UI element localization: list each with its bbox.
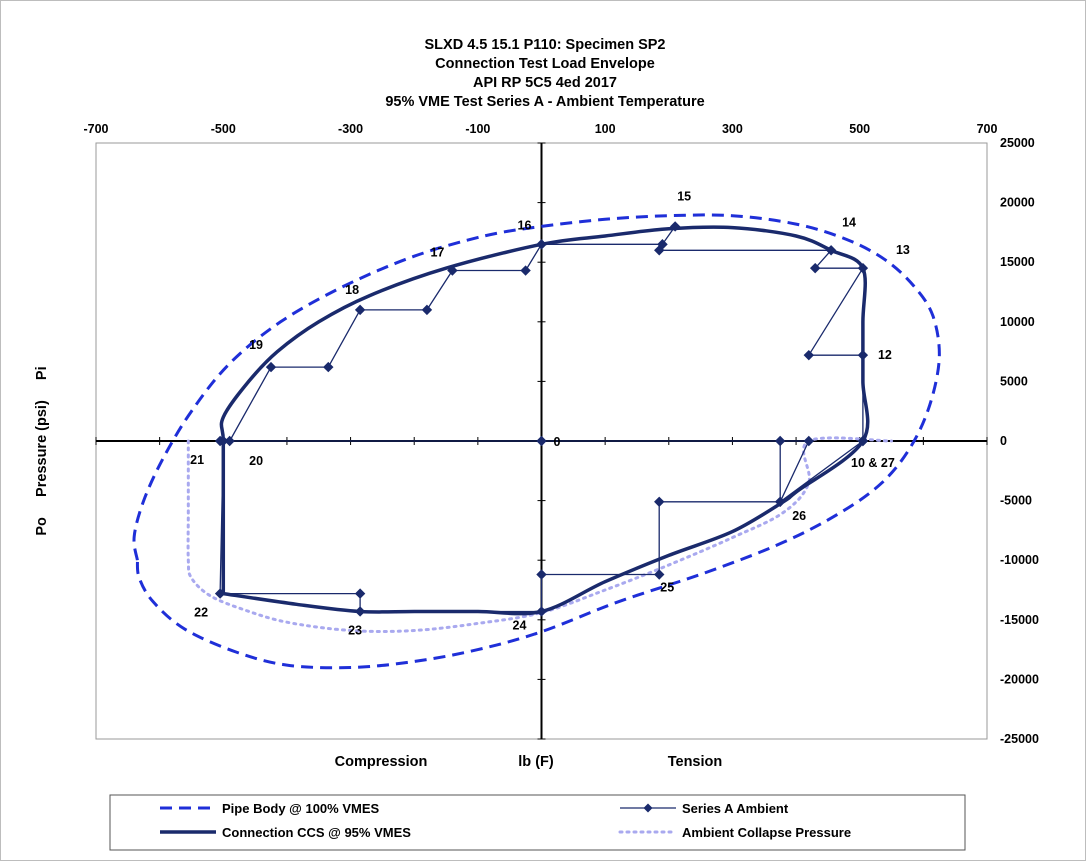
series-connection-ccs-95-vmes <box>219 225 870 616</box>
series-a-marker <box>803 435 815 447</box>
point-label-20: 20 <box>249 454 263 468</box>
y-tick-label: -5000 <box>1000 494 1032 508</box>
series-a-marker <box>809 262 821 274</box>
legend-label: Ambient Collapse Pressure <box>682 825 851 840</box>
series-a-marker <box>536 435 547 447</box>
y-tick-label: 20000 <box>1000 196 1035 210</box>
title-line-1: SLXD 4.5 15.1 P110: Specimen SP2 <box>425 37 666 53</box>
legend-box <box>109 794 966 851</box>
point-label-25: 25 <box>660 581 674 595</box>
legend-item: Series A Ambient <box>620 801 789 816</box>
series-a-marker <box>354 304 366 316</box>
y-tick-label: 25000 <box>1000 136 1035 150</box>
point-label-22: 22 <box>194 606 208 620</box>
x-tick-label: 100 <box>595 122 616 136</box>
series-layer <box>132 213 941 670</box>
title-line-2: Connection Test Load Envelope <box>435 56 655 72</box>
series-pipe-body-100-vmes <box>132 213 941 670</box>
legend-item: Pipe Body @ 100% VMES <box>160 801 379 816</box>
point-label-17: 17 <box>430 246 444 260</box>
series-a-marker <box>354 588 366 599</box>
y-axis-label: Po Pressure (psi) Pi <box>34 366 50 535</box>
x-tick-label: 700 <box>977 122 998 136</box>
legend: Pipe Body @ 100% VMES Series A Ambient Con… <box>109 794 966 851</box>
legend-marker <box>643 803 653 813</box>
y-tick-label: 5000 <box>1000 374 1028 388</box>
point-label-14: 14 <box>842 215 856 229</box>
title-line-4: 95% VME Test Series A - Ambient Temperat… <box>385 94 704 110</box>
legend-label: Series A Ambient <box>682 801 789 816</box>
y-tick-label: -20000 <box>1000 672 1039 686</box>
point-label-16: 16 <box>518 218 532 232</box>
x-tick-label: -700 <box>83 122 108 136</box>
point-label-24: 24 <box>513 618 527 632</box>
y-tick-label: 10000 <box>1000 315 1035 329</box>
series-a-marker <box>774 435 786 447</box>
point-label-10-27: 10 & 27 <box>851 456 895 470</box>
series-a-marker <box>265 361 277 373</box>
point-label-0: 0 <box>554 435 561 449</box>
x-tick-label: 500 <box>849 122 870 136</box>
series-a-marker <box>520 265 531 276</box>
x-tick-label: 300 <box>722 122 743 136</box>
x-tick-label: -500 <box>211 122 236 136</box>
series-a-marker <box>654 496 665 507</box>
x-tick-label: -300 <box>338 122 363 136</box>
point-labels: 0 10 & 27 12 13 14 15 16 17 18 19 20 21 22 23 24 25 26 <box>190 189 910 637</box>
y-tick-label: -25000 <box>1000 732 1039 746</box>
series-line <box>219 225 870 616</box>
series-line <box>186 436 893 633</box>
x-label-tension: Tension <box>668 754 723 770</box>
point-label-26: 26 <box>792 509 806 523</box>
series-a-marker <box>421 304 433 316</box>
legend-label: Pipe Body @ 100% VMES <box>222 801 379 816</box>
y-tick-label: -10000 <box>1000 553 1039 567</box>
point-label-21: 21 <box>190 453 204 467</box>
x-tick-labels: -700 -500 -300 -100 100 300 500 700 <box>83 122 997 136</box>
series-a-marker <box>803 349 815 361</box>
chart-title: SLXD 4.5 15.1 P110: Specimen SP2 Connect… <box>385 37 704 110</box>
series-ambient-collapse-pressure <box>186 436 893 633</box>
y-tick-label: 15000 <box>1000 255 1035 269</box>
point-label-12: 12 <box>878 348 892 362</box>
y-tick-labels: 25000 20000 15000 10000 5000 0 -5000 -10000 -150… <box>1000 136 1039 746</box>
y-tick-label: 0 <box>1000 434 1007 448</box>
series-line <box>132 213 941 670</box>
x-label-compression: Compression <box>335 754 428 770</box>
series-a-marker <box>654 569 665 580</box>
legend-item: Connection CCS @ 95% VMES <box>160 825 411 840</box>
title-line-3: API RP 5C5 4ed 2017 <box>473 75 617 91</box>
point-label-23: 23 <box>348 623 362 637</box>
series-a-marker <box>657 239 668 250</box>
series-a-marker <box>323 361 334 373</box>
y-tick-label: -15000 <box>1000 613 1039 627</box>
point-label-15: 15 <box>677 189 691 203</box>
point-label-18: 18 <box>345 283 359 297</box>
point-label-19: 19 <box>249 338 263 352</box>
series-a-marker <box>536 569 547 580</box>
legend-item: Ambient Collapse Pressure <box>618 825 851 840</box>
x-tick-label: -100 <box>465 122 490 136</box>
legend-label: Connection CCS @ 95% VMES <box>222 825 411 840</box>
x-label-units: lb (F) <box>518 754 554 770</box>
point-label-13: 13 <box>896 243 910 257</box>
